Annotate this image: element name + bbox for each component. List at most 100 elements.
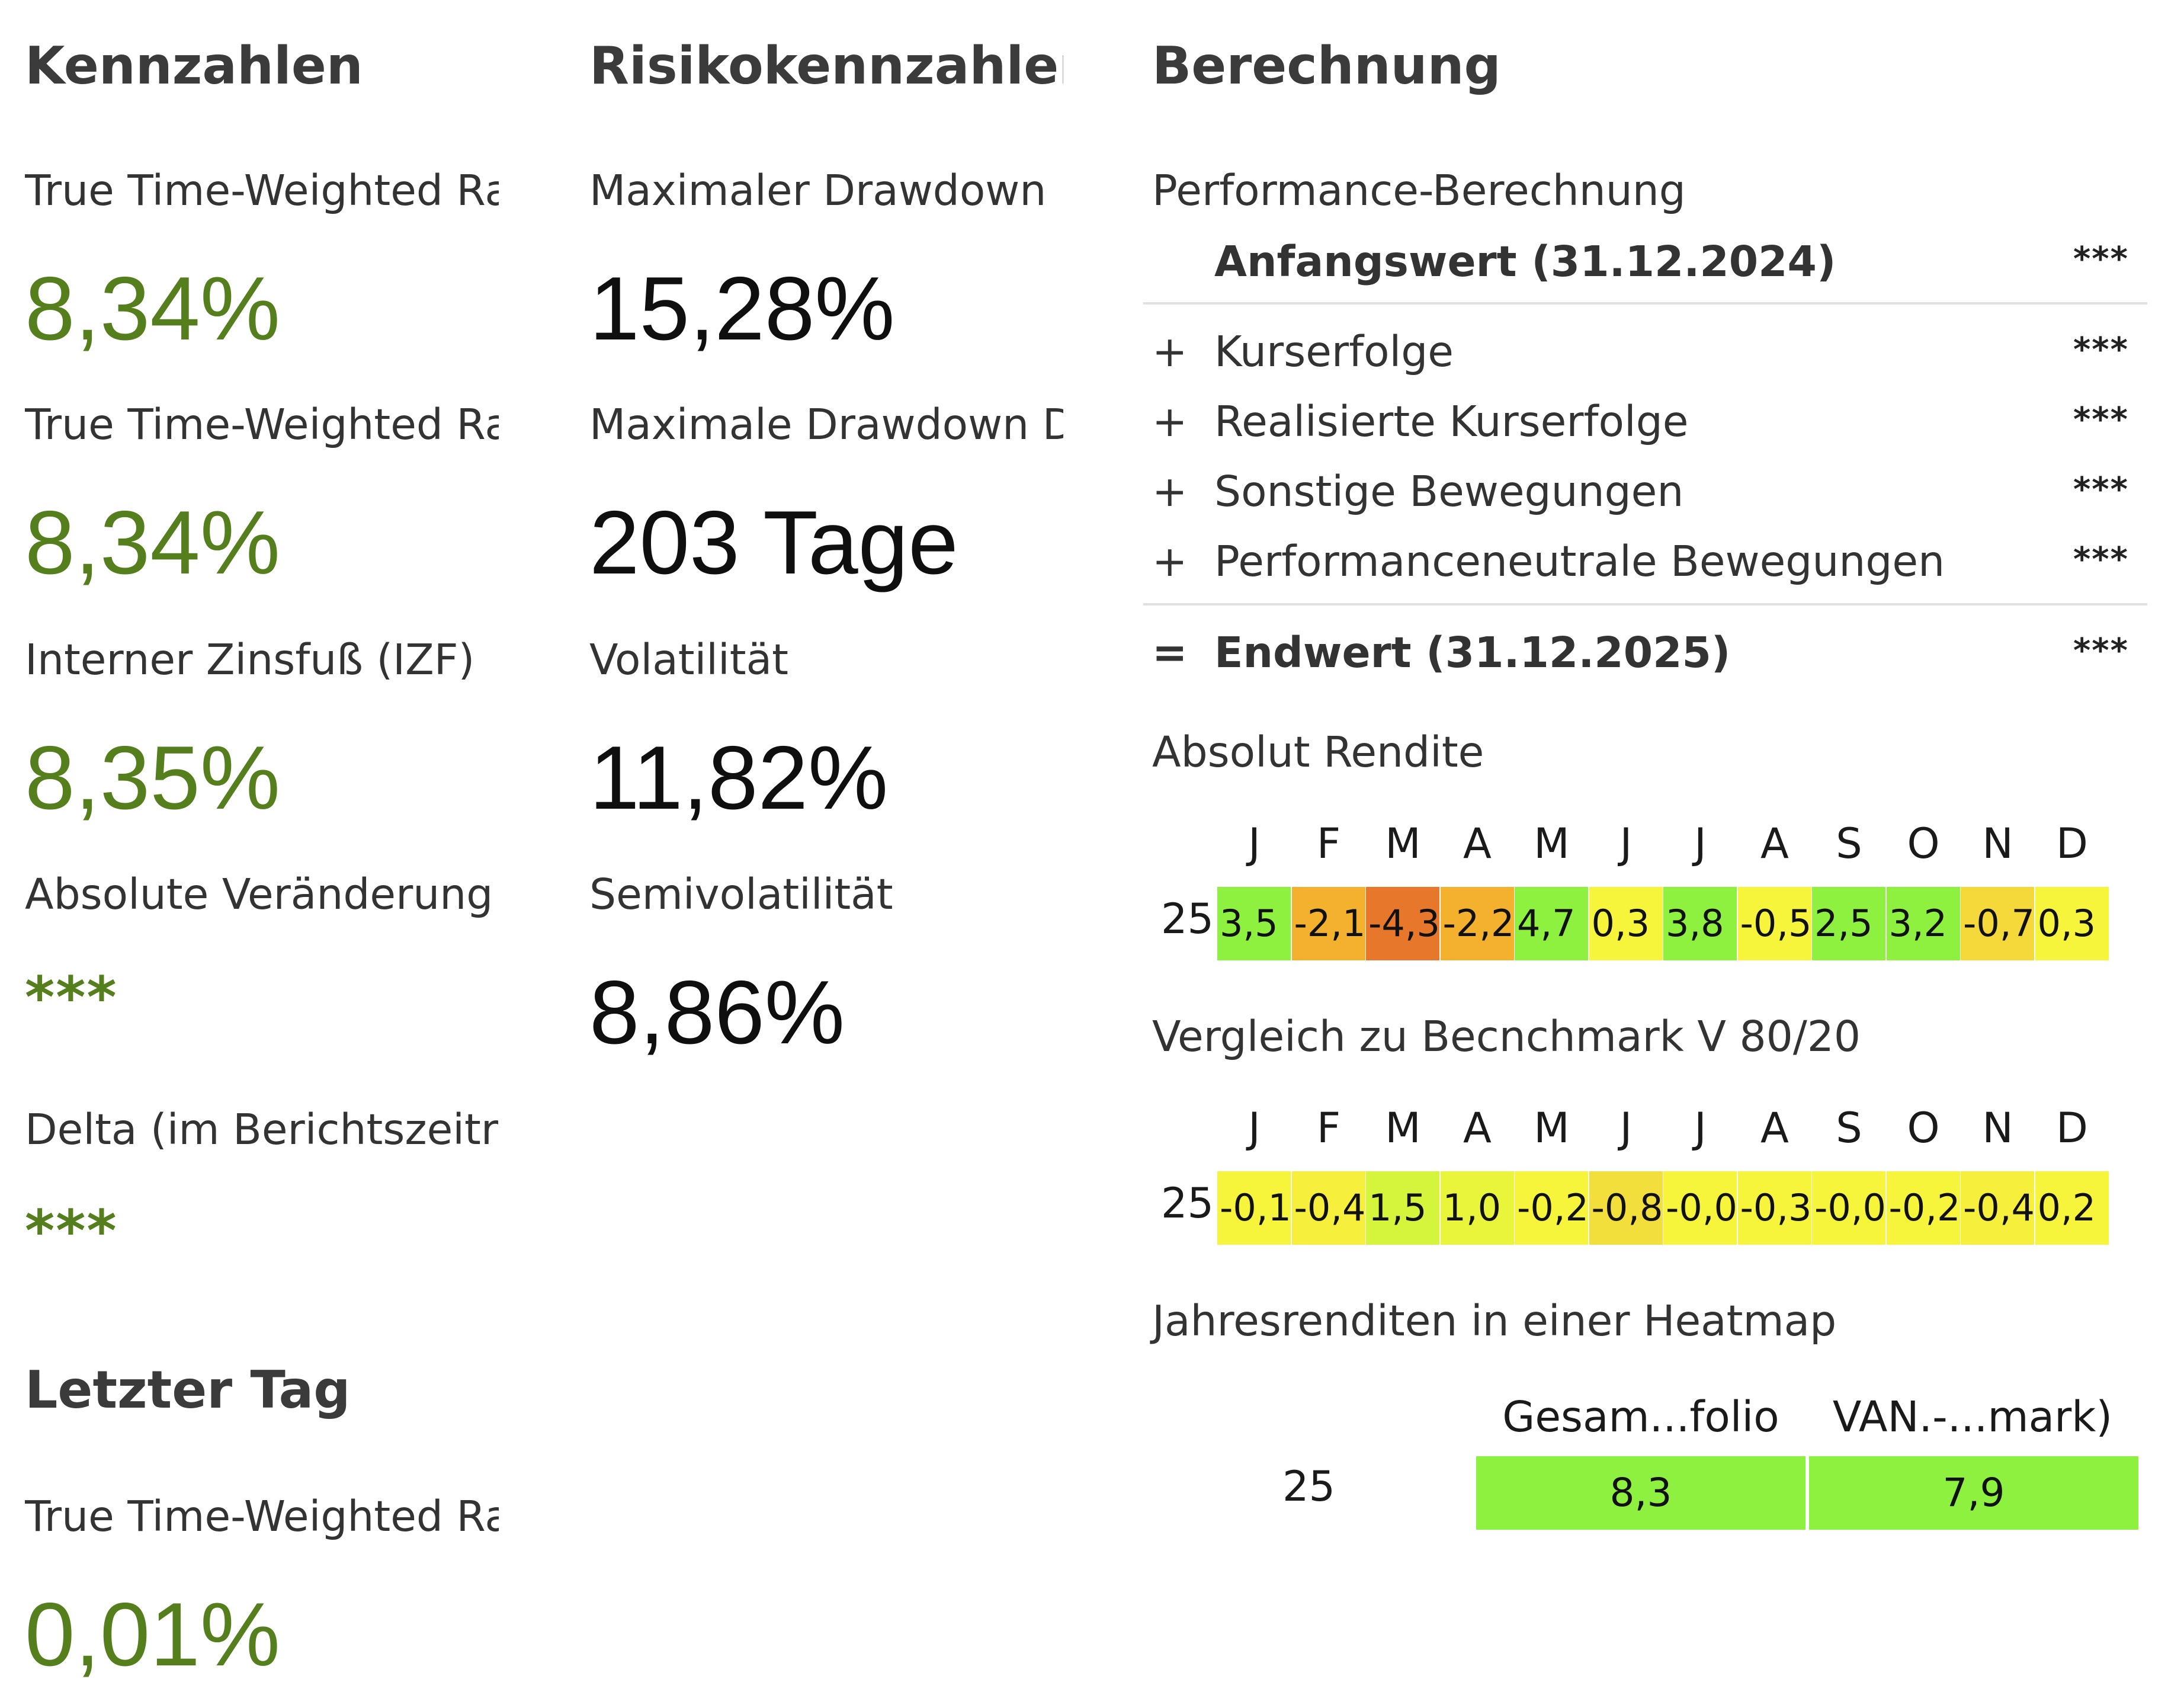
metric-value-absolute-change: *** (25, 965, 118, 1031)
benchmark-comparison-cell-2: 1,5 (1366, 1171, 1439, 1245)
metric-label-max-drawdown: Maximaler Drawdown (589, 166, 1047, 215)
calc-separator-bottom (1143, 603, 2147, 605)
annual-return-cell-portfolio: 8,3 (1476, 1456, 1805, 1530)
start-value-label: Anfangswert (31.12.2024) (1214, 237, 1836, 286)
absolute-returns-cell-11: 0,3 (2035, 887, 2109, 960)
benchmark-comparison-month-8: S (1836, 1104, 1862, 1152)
absolute-returns-month-7: A (1760, 819, 1789, 868)
absolute-returns-cell-10: -0,7 (1961, 887, 2034, 960)
benchmark-comparison-cell-0: -0,1 (1217, 1171, 1291, 1245)
benchmark-comparison-cell-1: -0,4 (1291, 1171, 1365, 1245)
metric-value-ttwror: 8,34% (25, 258, 280, 359)
absolute-returns-cell-1: -2,1 (1291, 887, 1365, 960)
benchmark-comparison-cell-10: -0,4 (1961, 1171, 2034, 1245)
calc-separator-top (1143, 302, 2147, 305)
absolute-returns-cell-7: -0,5 (1737, 887, 1811, 960)
row-sign-kurserfolge: + (1152, 327, 1188, 376)
absolute-returns-cell-6: 3,8 (1663, 887, 1737, 960)
benchmark-comparison-month-7: A (1760, 1104, 1789, 1152)
absolute-returns-cell-0: 3,5 (1217, 887, 1291, 960)
metric-label-ttwror-annualized: True Time-Weighted Rate of Return (annua… (25, 400, 499, 449)
row-label-neutral-movements: Performanceneutrale Bewegungen (1214, 537, 1945, 586)
benchmark-comparison-month-0: J (1248, 1104, 1261, 1152)
metric-label-delta: Delta (im Berichtszeitraum) (25, 1105, 499, 1154)
benchmark-comparison-cell-7: -0,3 (1737, 1171, 1811, 1245)
annual-returns-title: Jahresrenditen in einer Heatmap (1152, 1296, 1837, 1345)
berechnung-heading: Berechnung (1152, 36, 1501, 96)
metric-value-delta: *** (25, 1198, 118, 1264)
letzter-tag-heading: Letzter Tag (25, 1360, 351, 1420)
row-label-realized: Realisierte Kurserfolge (1214, 397, 1689, 446)
benchmark-comparison-cell-8: -0,0 (1812, 1171, 1885, 1245)
benchmark-comparison-month-2: M (1385, 1104, 1421, 1152)
row-sign-other-movements: + (1152, 467, 1188, 516)
metric-label-izf: Interner Zinsfuß (IZF) (25, 635, 475, 684)
benchmark-comparison-month-11: D (2056, 1104, 2088, 1152)
start-value-amount: *** (2073, 240, 2129, 278)
metric-value-ttwror-annualized: 8,34% (25, 492, 280, 593)
annual-returns-year-label: 25 (1282, 1462, 1336, 1511)
kennzahlen-heading: Kennzahlen (25, 36, 363, 96)
absolute-returns-month-4: M (1534, 819, 1570, 868)
row-sign-neutral-movements: + (1152, 537, 1188, 586)
risiko-heading: Risikokennzahlen (589, 36, 1063, 96)
benchmark-comparison-month-10: N (1982, 1104, 2013, 1152)
benchmark-comparison-cell-3: 1,0 (1440, 1171, 1514, 1245)
benchmark-comparison-cell-4: -0,2 (1515, 1171, 1588, 1245)
absolute-returns-month-11: D (2056, 819, 2088, 868)
benchmark-comparison-month-1: F (1316, 1104, 1341, 1152)
annual-returns-column-portfolio[interactable]: Gesam...folio (1502, 1392, 1779, 1441)
benchmark-comparison-month-6: J (1694, 1104, 1707, 1152)
absolute-returns-month-5: J (1619, 819, 1633, 868)
row-value-kurserfolge: *** (2073, 331, 2129, 369)
metric-label-semivolatility: Semivolatilität (589, 870, 893, 919)
absolute-returns-title: Absolut Rendite (1152, 728, 1484, 777)
absolute-returns-cell-5: 0,3 (1589, 887, 1663, 960)
benchmark-comparison-year-label: 25 (1161, 1179, 1214, 1228)
absolute-returns-month-3: A (1463, 819, 1492, 868)
metric-label-volatility: Volatilität (589, 635, 788, 684)
absolute-returns-month-10: N (1982, 819, 2013, 868)
metric-value-max-drawdown: 15,28% (589, 258, 895, 359)
end-value-sign: = (1152, 628, 1188, 677)
absolute-returns-month-2: M (1385, 819, 1421, 868)
metric-label-ttwror: True Time-Weighted Rate of Return (25, 166, 499, 215)
row-value-other-movements: *** (2073, 470, 2129, 509)
performance-calculation-title: Performance-Berechnung (1152, 166, 1686, 215)
benchmark-comparison-cell-11: 0,2 (2035, 1171, 2109, 1245)
annual-returns-column-benchmark[interactable]: VAN.-...mark) (1832, 1392, 2113, 1441)
absolute-returns-cell-3: -2,2 (1440, 887, 1514, 960)
absolute-returns-cell-8: 2,5 (1812, 887, 1885, 960)
metric-value-max-drawdown-duration: 203 Tage (589, 492, 958, 593)
absolute-returns-month-8: S (1836, 819, 1862, 868)
benchmark-comparison-cell-5: -0,8 (1589, 1171, 1663, 1245)
row-label-kurserfolge: Kurserfolge (1214, 327, 1454, 376)
absolute-returns-cell-2: -4,3 (1366, 887, 1439, 960)
row-value-neutral-movements: *** (2073, 540, 2129, 579)
benchmark-comparison-cell-9: -0,2 (1886, 1171, 1960, 1245)
metric-value-semivolatility: 8,86% (589, 962, 845, 1063)
benchmark-comparison-month-9: O (1907, 1104, 1940, 1152)
end-value-amount: *** (2073, 632, 2129, 670)
absolute-returns-month-6: J (1694, 819, 1707, 868)
absolute-returns-cell-4: 4,7 (1515, 887, 1588, 960)
row-value-realized: *** (2073, 400, 2129, 439)
end-value-label: Endwert (31.12.2025) (1214, 628, 1731, 677)
absolute-returns-month-1: F (1316, 819, 1341, 868)
absolute-returns-year-label: 25 (1161, 895, 1214, 943)
benchmark-comparison-title: Vergleich zu Becnchmark V 80/20 (1152, 1012, 1861, 1061)
row-label-other-movements: Sonstige Bewegungen (1214, 467, 1684, 516)
benchmark-comparison-month-3: A (1463, 1104, 1492, 1152)
row-sign-realized: + (1152, 397, 1188, 446)
benchmark-comparison-month-4: M (1534, 1104, 1570, 1152)
benchmark-comparison-cell-6: -0,0 (1663, 1171, 1737, 1245)
absolute-returns-cell-9: 3,2 (1886, 887, 1960, 960)
annual-return-cell-benchmark: 7,9 (1809, 1456, 2138, 1530)
metric-value-izf: 8,35% (25, 728, 280, 828)
benchmark-comparison-month-5: J (1619, 1104, 1633, 1152)
metric-label-absolute-change: Absolute Veränderung (25, 870, 493, 919)
metric-value-last-day-ttwror: 0,01% (25, 1584, 280, 1685)
absolute-returns-month-0: J (1248, 819, 1261, 868)
metric-label-max-drawdown-duration: Maximale Drawdown Dauer (589, 400, 1063, 449)
absolute-returns-month-9: O (1907, 819, 1940, 868)
